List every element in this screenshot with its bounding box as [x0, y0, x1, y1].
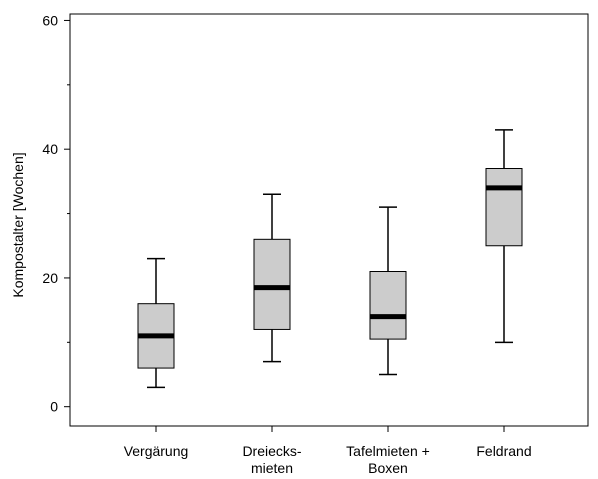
x-axis: Vergärung Dreiecks-mieten Tafelmieten + Box… [124, 426, 532, 476]
plot-frame [69, 13, 589, 427]
box-group [485, 129, 523, 344]
plot-area-border [69, 13, 589, 427]
iqr-box [369, 271, 407, 340]
x-category-label-line: mieten [251, 460, 293, 476]
y-axis-title: Kompostalter [Wochen] [10, 152, 26, 297]
x-category-label-line: Vergärung [124, 443, 189, 459]
y-tick-label: 20 [42, 270, 58, 286]
x-category-label-line: Boxen [368, 460, 408, 476]
x-category-label: Feldrand [476, 443, 531, 459]
x-category-label: Vergärung [124, 443, 189, 459]
iqr-box [485, 168, 523, 247]
box-group [369, 206, 407, 376]
x-category-label: Tafelmieten + Boxen [346, 443, 430, 476]
box-group [253, 193, 291, 363]
y-axis: 0 20 40 60 [42, 12, 70, 415]
y-tick-label: 60 [42, 12, 58, 28]
box-group [137, 257, 175, 389]
y-tick-label: 0 [50, 399, 58, 415]
x-category-label-line: Dreiecks- [242, 443, 301, 459]
x-category-label-line: Feldrand [476, 443, 531, 459]
boxes [137, 129, 523, 389]
iqr-box [253, 238, 291, 330]
y-tick-label: 40 [42, 141, 58, 157]
x-category-label: Dreiecks-mieten [242, 443, 301, 476]
x-category-label-line: Tafelmieten + [346, 443, 430, 459]
